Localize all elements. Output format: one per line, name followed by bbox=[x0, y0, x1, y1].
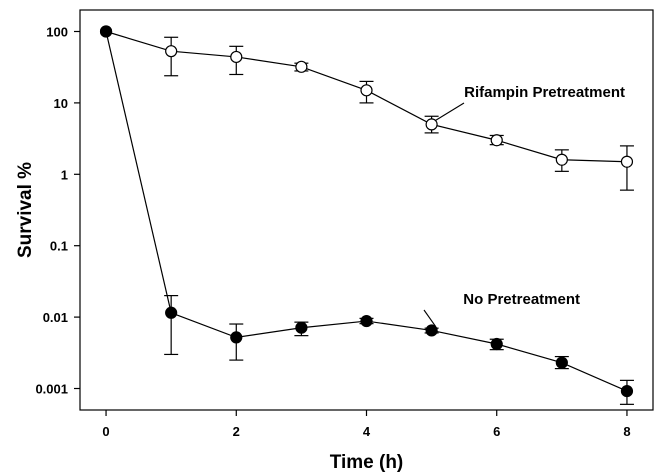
series-layer bbox=[99, 25, 634, 405]
series-no-pretreatment bbox=[99, 25, 634, 405]
data-point bbox=[425, 324, 438, 337]
y-tick-label: 100 bbox=[46, 24, 68, 39]
data-point bbox=[230, 331, 243, 344]
plot-border bbox=[79, 9, 654, 411]
x-tick-label: 6 bbox=[493, 424, 500, 439]
data-point bbox=[165, 45, 178, 58]
data-point bbox=[360, 84, 373, 97]
data-point bbox=[425, 118, 438, 131]
data-point bbox=[555, 356, 568, 369]
data-point bbox=[360, 314, 373, 328]
x-tick-label: 8 bbox=[623, 424, 630, 439]
x-tick-label: 2 bbox=[233, 424, 240, 439]
annotation-layer: Rifampin Pretreatment No Pretreatment bbox=[423, 84, 625, 327]
data-point bbox=[620, 155, 634, 168]
series-label: No Pretreatment bbox=[463, 291, 580, 308]
x-tick-label: 0 bbox=[102, 424, 109, 439]
data-point bbox=[620, 384, 634, 398]
y-tick-label: 0.01 bbox=[43, 310, 68, 325]
data-point bbox=[555, 153, 568, 166]
data-point bbox=[295, 321, 308, 334]
x-tick-label: 4 bbox=[363, 424, 371, 439]
x-axis-title: Time (h) bbox=[330, 452, 404, 473]
data-point bbox=[230, 50, 243, 64]
series-rifampin-pretreatment bbox=[99, 25, 634, 191]
annotation-leader bbox=[423, 309, 437, 327]
data-point bbox=[165, 306, 178, 319]
y-tick-label: 10 bbox=[54, 96, 68, 111]
data-point bbox=[99, 25, 113, 38]
y-tick-label: 0.1 bbox=[50, 239, 68, 254]
data-point bbox=[490, 134, 503, 147]
series-label: Rifampin Pretreatment bbox=[464, 84, 625, 101]
y-tick-label: 0.001 bbox=[35, 382, 68, 397]
x-axis: 0 2 4 6 8 bbox=[102, 410, 631, 439]
data-point bbox=[295, 60, 308, 73]
y-axis: 100 10 1 0.1 0.01 0.001 bbox=[35, 24, 80, 397]
data-point bbox=[490, 337, 503, 351]
y-axis-title: Survival % bbox=[15, 162, 36, 258]
plot-frame bbox=[79, 9, 654, 411]
y-tick-label: 1 bbox=[61, 167, 68, 182]
annotation-leader bbox=[435, 102, 465, 121]
